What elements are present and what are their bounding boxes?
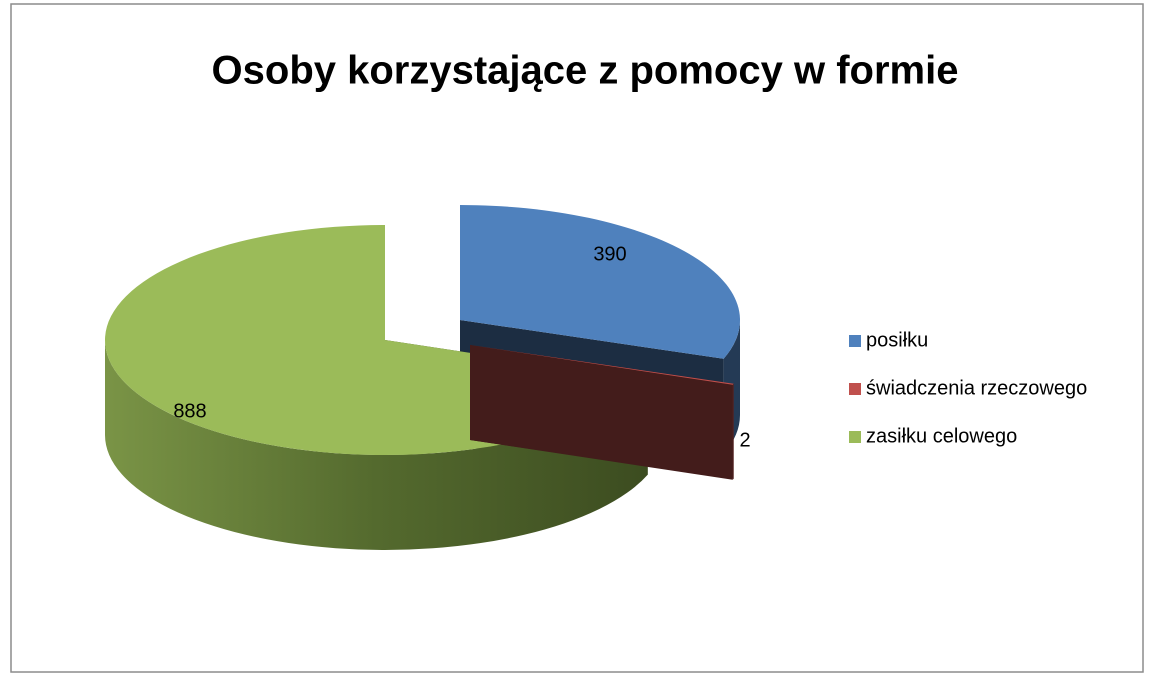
- slice-top: [460, 205, 740, 359]
- legend-label: zasiłku celowego: [866, 425, 1017, 447]
- legend-swatch: [849, 383, 861, 395]
- slice-side: [105, 340, 648, 551]
- legend-label: świadczenia rzeczowego: [866, 377, 1087, 399]
- legend-label: posiłku: [866, 329, 928, 351]
- data-label: 2: [739, 429, 750, 451]
- slice-radial-face: [470, 345, 733, 480]
- slice-top: [470, 345, 734, 385]
- pie-slice: [470, 345, 734, 480]
- chart-title: Osoby korzystające z pomocy w formie: [212, 49, 959, 93]
- legend-swatch: [849, 431, 861, 443]
- slice-side: [732, 383, 734, 480]
- data-label: 888: [173, 400, 206, 422]
- data-label: 390: [593, 243, 626, 265]
- legend-swatch: [849, 335, 861, 347]
